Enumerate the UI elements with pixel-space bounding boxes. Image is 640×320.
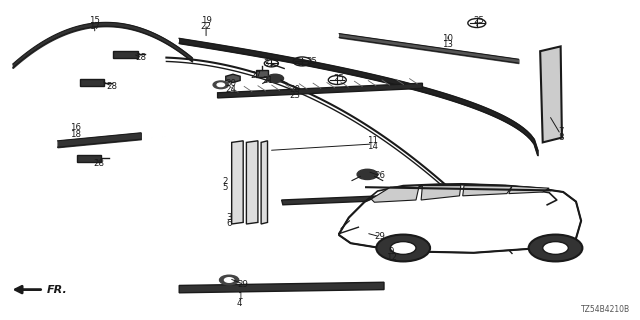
Text: 29: 29 [375,232,385,241]
Text: 31: 31 [263,60,275,68]
Text: 1: 1 [237,292,242,301]
Text: 25: 25 [473,16,484,25]
Text: 12: 12 [386,253,397,262]
Text: 11: 11 [367,136,378,145]
Circle shape [267,74,284,83]
Text: 28: 28 [135,53,147,62]
Polygon shape [246,141,258,224]
Text: 15: 15 [89,16,100,25]
Circle shape [361,230,371,234]
Text: 28: 28 [106,82,118,91]
Polygon shape [540,46,562,142]
Text: 25: 25 [307,57,318,66]
Circle shape [357,169,378,180]
Text: 22: 22 [200,22,212,31]
Text: 19: 19 [201,16,211,25]
Circle shape [543,242,568,254]
Text: 18: 18 [70,130,81,139]
Circle shape [220,275,239,285]
Polygon shape [232,141,243,224]
Text: 20: 20 [289,85,300,94]
Polygon shape [77,155,101,162]
Polygon shape [113,51,138,58]
Polygon shape [371,186,419,202]
Text: 14: 14 [367,142,378,151]
Text: 25: 25 [333,74,345,83]
Text: 17: 17 [89,22,100,31]
Circle shape [217,83,225,87]
Text: 28: 28 [93,159,105,168]
Polygon shape [80,79,104,86]
Circle shape [225,277,234,282]
Text: 6: 6 [227,219,232,228]
Circle shape [390,242,416,254]
Polygon shape [179,282,384,293]
Text: 27: 27 [250,71,262,80]
Text: 9: 9 [389,247,394,256]
Text: 30: 30 [225,79,236,88]
Polygon shape [509,186,549,194]
Circle shape [213,81,228,89]
Text: 16: 16 [70,124,81,132]
Text: TZ54B4210B: TZ54B4210B [581,305,630,314]
Polygon shape [463,186,512,196]
Text: FR.: FR. [47,284,67,295]
Text: 10: 10 [442,34,454,43]
Text: 8: 8 [558,133,563,142]
Polygon shape [339,184,581,253]
Polygon shape [282,190,513,205]
Polygon shape [256,70,268,77]
Text: 2: 2 [223,177,228,186]
Text: 21: 21 [262,76,273,85]
Text: 29: 29 [238,280,248,289]
Text: 5: 5 [223,183,228,192]
Text: 4: 4 [237,299,242,308]
Circle shape [376,235,430,261]
Text: 26: 26 [374,172,386,180]
Circle shape [529,235,582,261]
Circle shape [356,227,376,237]
Text: 7: 7 [558,127,563,136]
Polygon shape [261,141,268,224]
Text: 13: 13 [442,40,454,49]
Polygon shape [218,83,422,98]
Text: 23: 23 [289,91,300,100]
Polygon shape [226,74,240,83]
Text: 24: 24 [225,85,236,94]
Polygon shape [421,186,461,200]
Text: 3: 3 [227,213,232,222]
